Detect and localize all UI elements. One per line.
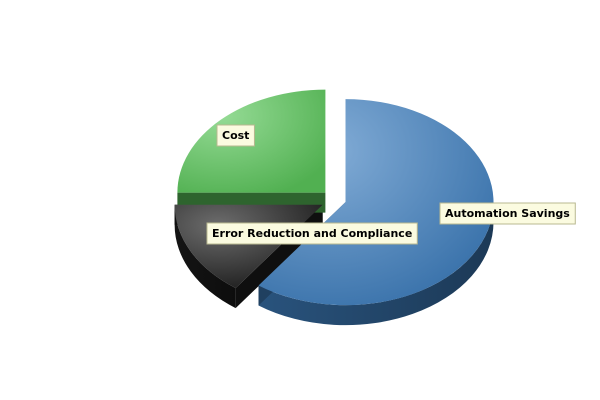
slice-label-text-error-reduction-and-compliance: Error Reduction and Compliance [212, 227, 412, 240]
slice-label-error-reduction-and-compliance: Error Reduction and Compliance [206, 222, 418, 245]
slice-label-cost: Cost [216, 124, 255, 147]
pie-labels: Automation Savings Error Reduction and Co… [206, 124, 576, 245]
slice-label-box-cost [216, 124, 255, 147]
pie-slice-automation-savings[interactable] [258, 99, 494, 306]
slice-label-text-cost: Cost [222, 129, 249, 142]
slice-label-box-automation-savings [439, 202, 576, 225]
slice-label-text-automation-savings: Automation Savings [445, 207, 570, 220]
slice-label-automation-savings: Automation Savings [439, 202, 576, 225]
pie-side-error-reduction-and-compliance [174, 204, 236, 309]
slice-label-box-error-reduction-and-compliance [206, 222, 418, 245]
pie-side-automation-savings [258, 202, 494, 326]
